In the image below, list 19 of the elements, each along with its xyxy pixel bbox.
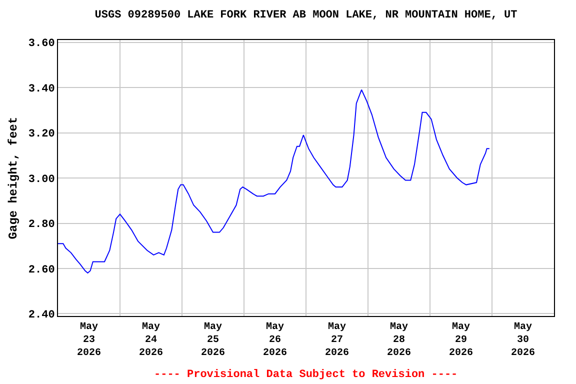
x-tick-label: May 24 2026 xyxy=(138,322,164,359)
y-tick-label: 3.20 xyxy=(28,128,55,141)
x-tick-label: May 25 2026 xyxy=(200,322,226,359)
line-series xyxy=(58,89,490,274)
y-tick-label: 2.60 xyxy=(28,264,55,276)
x-tick-label: May 30 2026 xyxy=(510,322,536,359)
x-tick-label: May 27 2026 xyxy=(324,322,350,359)
text: ---- Provisional Data Subject to Revision ---- xyxy=(154,369,458,381)
x-tick-label: May 29 2026 xyxy=(448,322,474,359)
y-tick-label: 2.80 xyxy=(28,219,55,232)
y-tick-label: 3.00 xyxy=(28,174,55,186)
y-tick-label: 3.40 xyxy=(28,83,55,96)
x-tick-label: May 26 2026 xyxy=(262,322,288,359)
y-tick-label: 3.60 xyxy=(28,38,55,50)
x-tick-label: May 23 2026 xyxy=(76,322,102,359)
x-tick-label: May 28 2026 xyxy=(386,322,412,359)
y-tick-label: 2.40 xyxy=(28,310,55,322)
chart-title: USGS 09289500 LAKE FORK RIVER AB MOON LAKE, NR MOUNTAIN HOME, UT xyxy=(94,9,518,22)
y-axis-title: Gage height, feet xyxy=(6,116,21,240)
